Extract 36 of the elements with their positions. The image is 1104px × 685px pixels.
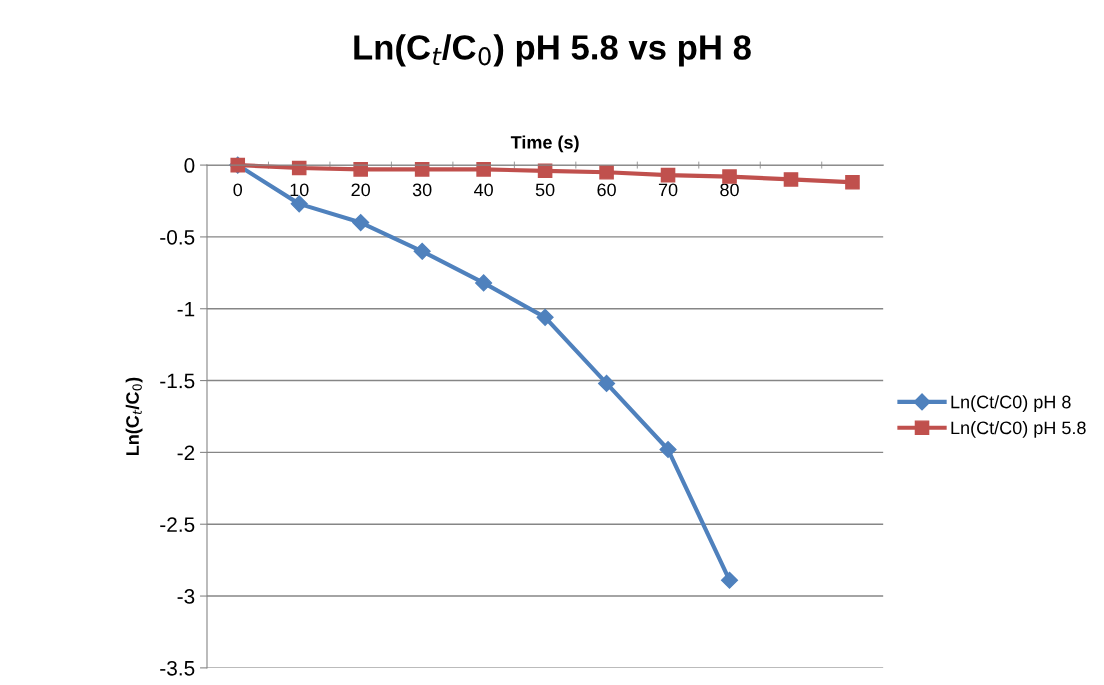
legend-label: Ln(Ct/C0) pH 8	[951, 395, 1071, 412]
point	[783, 172, 799, 187]
y-tick-label: -0.5	[160, 229, 195, 245]
y-tick-label: -1	[177, 301, 195, 317]
x-tick-label: 80	[720, 183, 739, 197]
point	[476, 162, 491, 177]
legend-label: Ln(Ct/C0) pH 5.8	[951, 420, 1086, 438]
point	[660, 167, 676, 183]
x-tick-label: 10	[290, 183, 309, 197]
point	[659, 440, 677, 459]
y-tick-label: -2.5	[160, 517, 195, 532]
point	[720, 571, 739, 589]
point	[475, 274, 493, 292]
point	[536, 308, 554, 326]
y-tick-label: -1.5	[160, 373, 195, 389]
x-tick-label: 50	[535, 183, 555, 197]
y-tick-label: -3.5	[160, 660, 195, 676]
x-tick-label: 60	[597, 183, 616, 197]
y-tick-label: -2	[177, 445, 195, 460]
point	[599, 164, 614, 180]
y-axis-title: Ln(C$_{t}$/C$_{0}$)	[125, 377, 143, 456]
y-tick-label: -3	[177, 589, 195, 604]
point	[353, 162, 368, 177]
x-tick-label: 20	[351, 183, 371, 197]
point	[845, 175, 860, 190]
chart-title: Ln(C$_{t}$/C$_{0}$) pH 5.8 vs pH 8	[354, 34, 751, 67]
x-tick-label: 30	[412, 183, 432, 197]
point	[722, 169, 737, 184]
y-tick-label: 0	[184, 158, 195, 173]
point	[352, 213, 370, 232]
point	[413, 242, 431, 260]
x-tick-label: 70	[658, 183, 678, 197]
x-tick-label: 0	[233, 183, 243, 197]
point	[598, 374, 616, 392]
x-tick-label: 40	[474, 183, 493, 197]
x-axis-title: Time (s)	[510, 135, 579, 153]
